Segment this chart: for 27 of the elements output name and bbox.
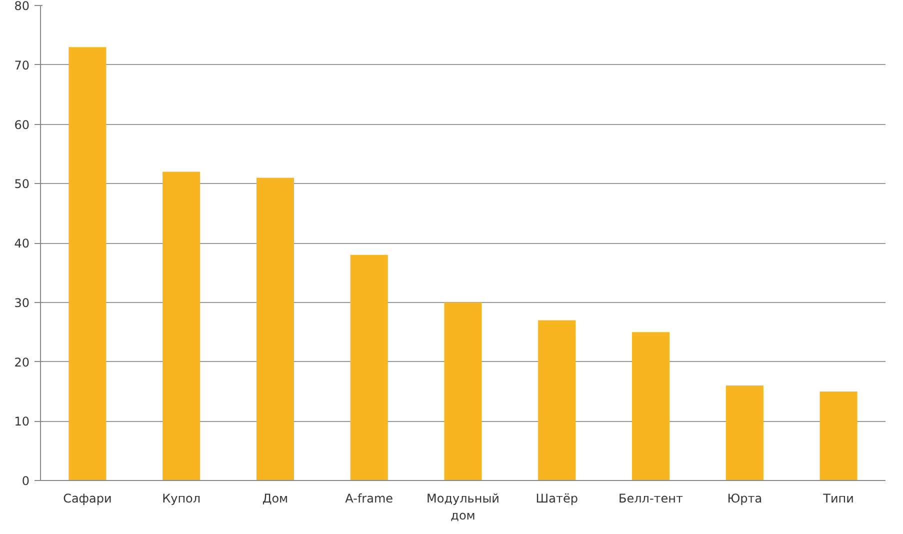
y-tick-label: 40: [14, 236, 30, 250]
bar: [162, 172, 200, 480]
y-tick-label: 50: [14, 177, 30, 192]
bar: [68, 47, 106, 480]
x-tick-label: Дом: [262, 492, 288, 506]
x-tick-label: Сафари: [63, 492, 112, 506]
x-tick-label: A-frame: [345, 492, 394, 506]
bar: [538, 320, 576, 480]
y-tick-label: 60: [14, 118, 30, 132]
x-tick-label: Шатёр: [536, 492, 578, 506]
x-tick-label: Модульный дом: [426, 492, 500, 522]
bar: [350, 254, 388, 480]
bar: [726, 386, 764, 480]
y-tick-label: 10: [14, 414, 30, 429]
x-tick-label: Белл-тент: [618, 492, 684, 506]
y-tick-label: 30: [14, 296, 30, 310]
bar: [444, 302, 482, 480]
y-tick-label: 0: [22, 474, 30, 488]
y-tick-label: 20: [14, 355, 30, 370]
x-tick-label: Юрта: [727, 492, 762, 506]
bar: [256, 178, 294, 480]
bar: [632, 332, 670, 480]
x-tick-label: Купол: [162, 492, 201, 506]
y-tick-label: 70: [14, 58, 30, 72]
bar: [820, 391, 858, 480]
y-tick-label: 80: [14, 0, 30, 13]
x-tick-label: Типи: [822, 492, 854, 506]
